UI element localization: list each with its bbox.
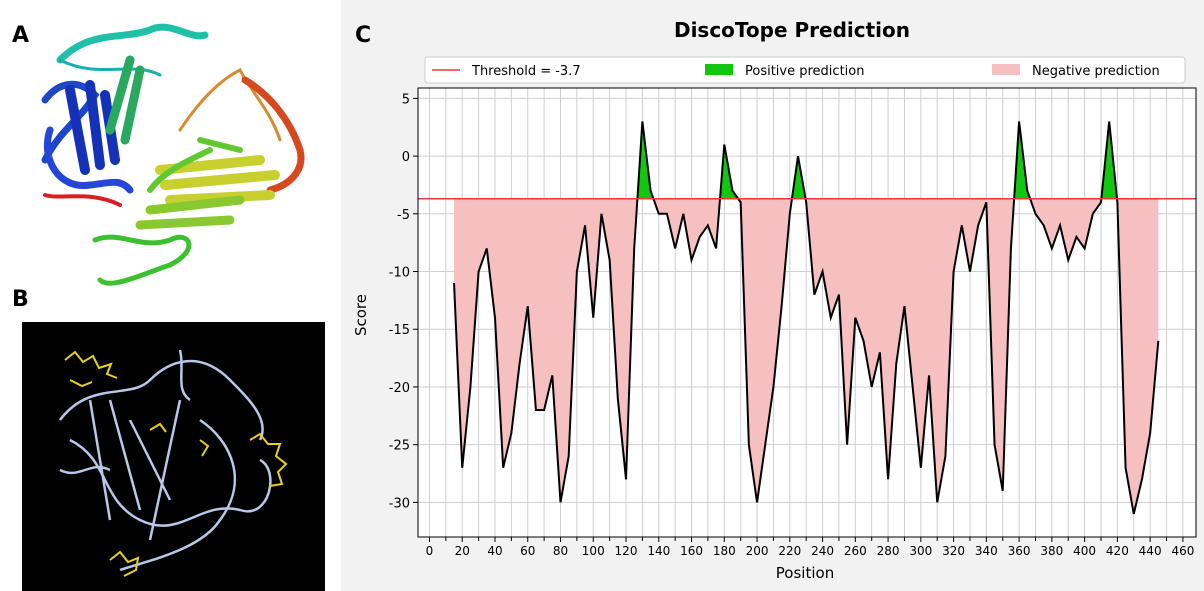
panel-label: B bbox=[12, 287, 29, 312]
x-tick-label: 80 bbox=[553, 544, 568, 558]
x-tick-label: 200 bbox=[746, 544, 769, 558]
x-tick-label: 240 bbox=[811, 544, 834, 558]
x-tick-label: 20 bbox=[455, 544, 470, 558]
x-tick-label: 460 bbox=[1171, 544, 1194, 558]
x-tick-label: 300 bbox=[909, 544, 932, 558]
y-axis-label: Score bbox=[352, 294, 370, 336]
legend-label: Threshold = -3.7 bbox=[471, 64, 581, 79]
panel-b-image bbox=[22, 322, 325, 591]
legend-label: Positive prediction bbox=[745, 64, 864, 79]
x-tick-label: 320 bbox=[942, 544, 965, 558]
figure: A B C DiscoTope Prediction Position Scor… bbox=[0, 0, 1204, 591]
chart-title: DiscoTope Prediction bbox=[674, 18, 910, 42]
x-tick-label: 260 bbox=[844, 544, 867, 558]
x-tick-label: 340 bbox=[975, 544, 998, 558]
y-tick-label: -25 bbox=[389, 439, 410, 454]
x-tick-label: 280 bbox=[877, 544, 900, 558]
x-tick-label: 420 bbox=[1106, 544, 1129, 558]
panel-a-image bbox=[45, 27, 301, 283]
y-tick-label: -5 bbox=[397, 208, 410, 223]
x-tick-label: 360 bbox=[1008, 544, 1031, 558]
x-tick-label: 120 bbox=[615, 544, 638, 558]
y-tick-label: -20 bbox=[389, 381, 410, 396]
y-tick-label: 5 bbox=[402, 92, 410, 107]
panel-label: A bbox=[12, 23, 29, 48]
figure-svg: A B C DiscoTope Prediction Position Scor… bbox=[0, 0, 1204, 591]
x-tick-label: 160 bbox=[680, 544, 703, 558]
x-tick-label: 380 bbox=[1040, 544, 1063, 558]
y-tick-label: -10 bbox=[389, 266, 410, 281]
legend-swatch bbox=[992, 64, 1020, 75]
x-tick-label: 140 bbox=[647, 544, 670, 558]
x-tick-label: 100 bbox=[582, 544, 605, 558]
x-axis-label: Position bbox=[776, 564, 834, 582]
y-tick-label: -30 bbox=[389, 496, 410, 511]
legend-swatch bbox=[705, 64, 733, 75]
x-tick-label: 220 bbox=[778, 544, 801, 558]
y-tick-label: -15 bbox=[389, 323, 410, 338]
y-tick-label: 0 bbox=[402, 150, 410, 165]
x-tick-label: 40 bbox=[487, 544, 502, 558]
legend-label: Negative prediction bbox=[1032, 64, 1160, 79]
panel-label: C bbox=[355, 23, 371, 48]
legend: Threshold = -3.7 Positive prediction Negat… bbox=[432, 64, 1160, 79]
x-tick-label: 440 bbox=[1139, 544, 1162, 558]
x-tick-label: 60 bbox=[520, 544, 535, 558]
x-tick-label: 180 bbox=[713, 544, 736, 558]
x-tick-label: 400 bbox=[1073, 544, 1096, 558]
x-tick-label: 0 bbox=[426, 544, 434, 558]
